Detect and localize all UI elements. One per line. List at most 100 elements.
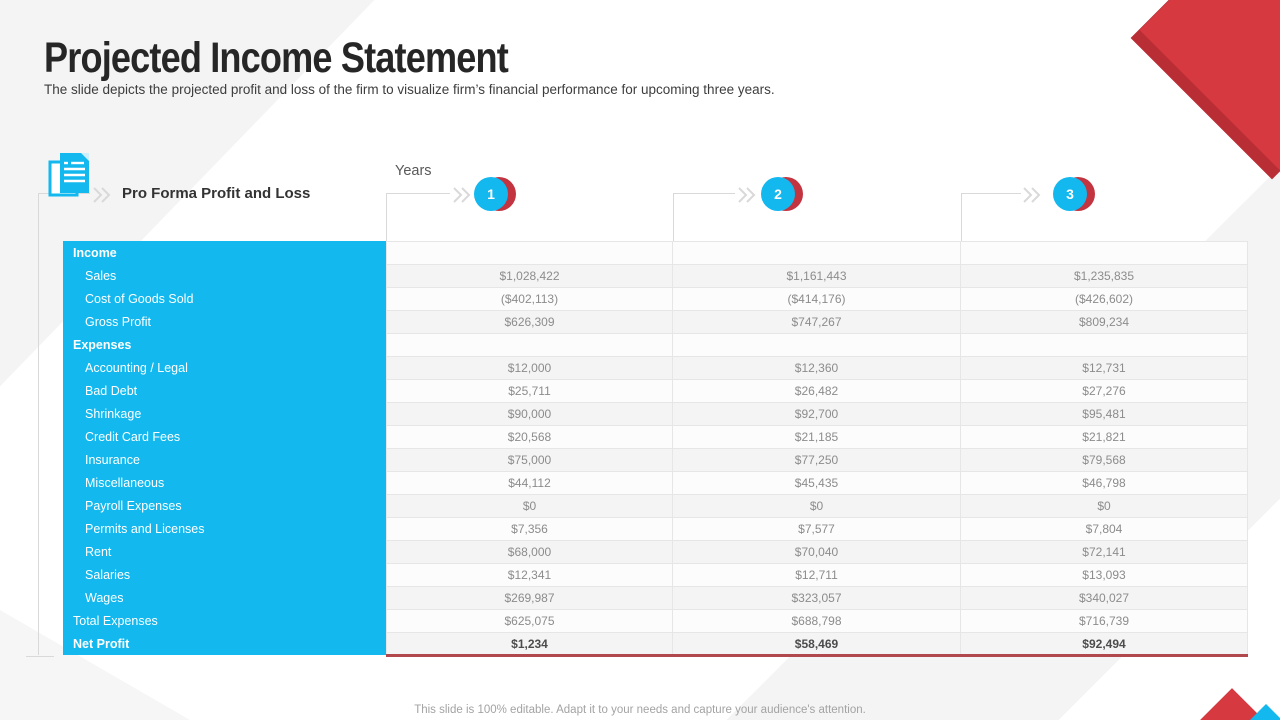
row-value-year-1 [386, 241, 673, 264]
table-row: Gross Profit $626,309 $747,267 $809,234 [63, 310, 1248, 333]
row-value-year-3: $12,731 [961, 356, 1248, 379]
row-value-year-2: $12,711 [673, 563, 961, 586]
row-value-year-3: $95,481 [961, 402, 1248, 425]
table-row: Rent $68,000 $70,040 $72,141 [63, 540, 1248, 563]
table-row: Shrinkage $90,000 $92,700 $95,481 [63, 402, 1248, 425]
row-value-year-2: $7,577 [673, 517, 961, 540]
page-title: Projected Income Statement [44, 34, 509, 82]
table-row: Income [63, 241, 1248, 264]
table-row: Credit Card Fees $20,568 $21,185 $21,821 [63, 425, 1248, 448]
row-value-year-1: $7,356 [386, 517, 673, 540]
row-value-year-2: $688,798 [673, 609, 961, 632]
row-label: Accounting / Legal [63, 356, 386, 379]
row-value-year-1: $1,028,422 [386, 264, 673, 287]
document-icon [46, 150, 94, 205]
connector-line [961, 193, 1021, 194]
row-value-year-1: $12,000 [386, 356, 673, 379]
row-value-year-2: $0 [673, 494, 961, 517]
row-value-year-1: $1,234 [386, 632, 673, 655]
row-value-year-1: $75,000 [386, 448, 673, 471]
connector-line [386, 193, 387, 241]
row-label: Rent [63, 540, 386, 563]
footer-note: This slide is 100% editable. Adapt it to… [414, 704, 866, 716]
row-value-year-3 [961, 241, 1248, 264]
profit-loss-table: Income Sales $1,028,422 $1,161,443 $1,235,83… [63, 241, 1248, 655]
row-value-year-3: ($426,602) [961, 287, 1248, 310]
page-subtitle: The slide depicts the projected profit a… [44, 82, 775, 97]
table-row: Salaries $12,341 $12,711 $13,093 [63, 563, 1248, 586]
row-value-year-1: ($402,113) [386, 287, 673, 310]
row-value-year-3: $809,234 [961, 310, 1248, 333]
row-value-year-3: $27,276 [961, 379, 1248, 402]
row-value-year-3: $21,821 [961, 425, 1248, 448]
year-badge-3: 3 [1053, 177, 1087, 211]
connector-line [673, 193, 735, 194]
row-value-year-3: $1,235,835 [961, 264, 1248, 287]
row-value-year-2: $747,267 [673, 310, 961, 333]
row-value-year-1: $626,309 [386, 310, 673, 333]
row-value-year-2: $70,040 [673, 540, 961, 563]
row-value-year-3: $0 [961, 494, 1248, 517]
row-value-year-2: $26,482 [673, 379, 961, 402]
table-row: Bad Debt $25,711 $26,482 $27,276 [63, 379, 1248, 402]
table-row: Sales $1,028,422 $1,161,443 $1,235,835 [63, 264, 1248, 287]
row-value-year-1: $625,075 [386, 609, 673, 632]
row-value-year-2: $77,250 [673, 448, 961, 471]
table-row: Cost of Goods Sold ($402,113) ($414,176) ($… [63, 287, 1248, 310]
connector-line [673, 193, 674, 241]
row-label: Net Profit [63, 632, 386, 655]
years-label: Years [395, 163, 432, 179]
table-row: Payroll Expenses $0 $0 $0 [63, 494, 1248, 517]
row-value-year-3: $7,804 [961, 517, 1248, 540]
table-row: Insurance $75,000 $77,250 $79,568 [63, 448, 1248, 471]
row-label: Salaries [63, 563, 386, 586]
double-chevron-right-icon [92, 187, 116, 208]
row-value-year-2: $58,469 [673, 632, 961, 655]
row-value-year-2: $21,185 [673, 425, 961, 448]
row-value-year-1: $12,341 [386, 563, 673, 586]
row-label: Total Expenses [63, 609, 386, 632]
row-value-year-2: $12,360 [673, 356, 961, 379]
row-label: Miscellaneous [63, 471, 386, 494]
table-row: Net Profit $1,234 $58,469 $92,494 [63, 632, 1248, 655]
row-label: Credit Card Fees [63, 425, 386, 448]
table-row: Accounting / Legal $12,000 $12,360 $12,731 [63, 356, 1248, 379]
table-row: Permits and Licenses $7,356 $7,577 $7,804 [63, 517, 1248, 540]
row-value-year-1: $20,568 [386, 425, 673, 448]
row-label: Bad Debt [63, 379, 386, 402]
row-value-year-2: $323,057 [673, 586, 961, 609]
row-label: Income [63, 241, 386, 264]
row-value-year-1: $25,711 [386, 379, 673, 402]
year-badge-2: 2 [761, 177, 795, 211]
row-value-year-1: $68,000 [386, 540, 673, 563]
table-row: Wages $269,987 $323,057 $340,027 [63, 586, 1248, 609]
row-value-year-2: $1,161,443 [673, 264, 961, 287]
table-row: Miscellaneous $44,112 $45,435 $46,798 [63, 471, 1248, 494]
year-badge-1: 1 [474, 177, 508, 211]
double-chevron-right-icon [737, 187, 761, 208]
row-value-year-1: $269,987 [386, 586, 673, 609]
connector-line [26, 656, 54, 657]
row-value-year-3 [961, 333, 1248, 356]
row-value-year-3: $92,494 [961, 632, 1248, 655]
row-value-year-2 [673, 333, 961, 356]
row-value-year-3: $72,141 [961, 540, 1248, 563]
double-chevron-right-icon [1022, 187, 1046, 208]
row-value-year-3: $716,739 [961, 609, 1248, 632]
row-label: Shrinkage [63, 402, 386, 425]
connector-line [38, 193, 39, 655]
row-value-year-3: $340,027 [961, 586, 1248, 609]
row-value-year-2 [673, 241, 961, 264]
row-value-year-3: $79,568 [961, 448, 1248, 471]
row-label: Gross Profit [63, 310, 386, 333]
table-row: Expenses [63, 333, 1248, 356]
row-label: Wages [63, 586, 386, 609]
connector-line [961, 193, 962, 241]
table-header-label: Pro Forma Profit and Loss [122, 185, 311, 202]
table-row: Total Expenses $625,075 $688,798 $716,739 [63, 609, 1248, 632]
table-bottom-accent-line [386, 654, 1248, 657]
row-value-year-1: $44,112 [386, 471, 673, 494]
row-value-year-3: $46,798 [961, 471, 1248, 494]
double-chevron-right-icon [452, 187, 476, 208]
